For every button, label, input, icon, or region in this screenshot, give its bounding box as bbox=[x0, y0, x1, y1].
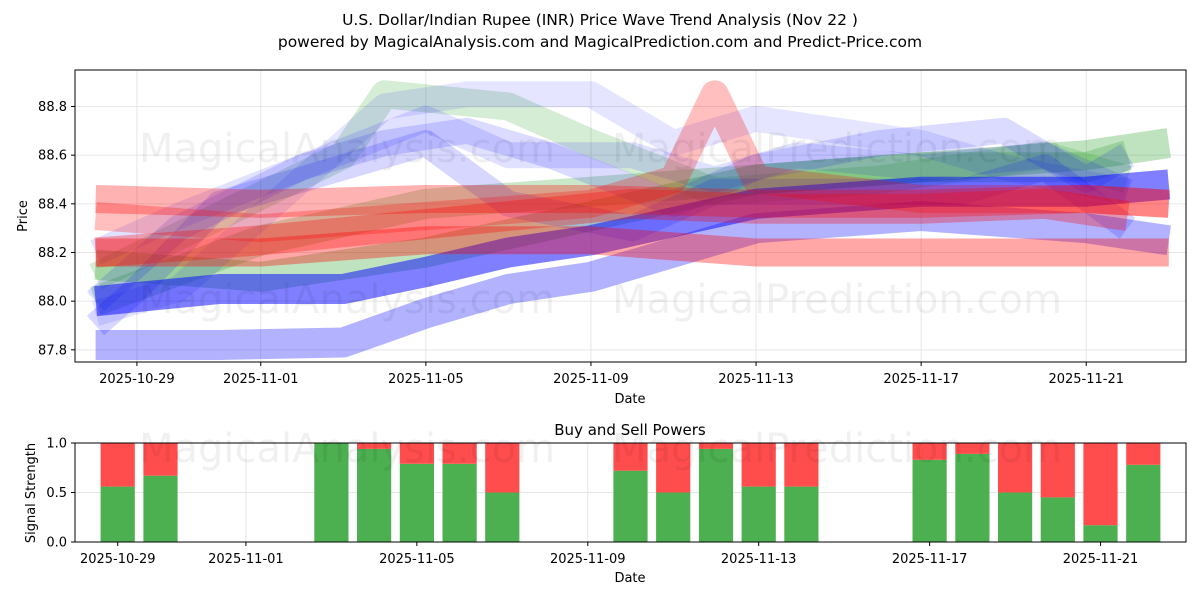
price-xtick-label: 2025-11-01 bbox=[223, 372, 299, 387]
watermark-bottom-right: MagicalPrediction.com bbox=[612, 426, 1062, 472]
buy-bar bbox=[698, 448, 734, 542]
buy-sell-xtick-label: 2025-10-29 bbox=[80, 552, 156, 567]
price-xtick-label: 2025-11-21 bbox=[1048, 372, 1124, 387]
sell-bar bbox=[955, 443, 990, 454]
sell-bar bbox=[1083, 443, 1118, 526]
sell-bar bbox=[613, 443, 648, 471]
blue-band-6 bbox=[94, 169, 1171, 317]
price-xtick-label: 2025-10-29 bbox=[99, 372, 175, 387]
buy-bar bbox=[485, 492, 520, 542]
sell-bar bbox=[998, 443, 1033, 493]
buy-sell-xtick-label: 2025-11-17 bbox=[892, 552, 968, 567]
price-ytick-label: 88.2 bbox=[38, 246, 67, 261]
buy-sell-xtick-label: 2025-11-13 bbox=[721, 552, 797, 567]
sell-bar bbox=[442, 443, 477, 464]
blue-band-2 bbox=[90, 105, 1133, 265]
buy-bar bbox=[357, 448, 392, 542]
blue-band-3 bbox=[86, 117, 1135, 311]
price-x-label: Date bbox=[614, 392, 645, 407]
buy-sell-xtick-label: 2025-11-09 bbox=[550, 552, 626, 567]
sell-bar bbox=[485, 443, 520, 493]
sell-bar bbox=[100, 443, 135, 487]
buy-bar bbox=[784, 486, 819, 542]
buy-bar bbox=[613, 470, 648, 542]
sell-bar bbox=[1126, 443, 1161, 465]
buy-bar bbox=[1040, 497, 1075, 542]
price-axis-ticks: 87.8 88.0 88.2 88.4 88.6 88.8 2025-10-29 2025-1… bbox=[38, 100, 1124, 387]
buy-bar bbox=[741, 486, 776, 542]
buy-bar bbox=[955, 453, 990, 542]
buy-bar bbox=[656, 492, 691, 542]
blue-band-1 bbox=[91, 81, 1131, 326]
price-ytick-label: 87.8 bbox=[38, 343, 67, 358]
sell-bar bbox=[357, 443, 392, 449]
sell-bar bbox=[143, 443, 178, 476]
price-wave-chart: MagicalAnalysis.com MagicalPrediction.co… bbox=[16, 69, 1187, 407]
buy-sell-ytick-label: 0.0 bbox=[46, 536, 67, 551]
sell-bar bbox=[1040, 443, 1075, 498]
price-ytick-label: 88.8 bbox=[38, 100, 67, 115]
buy-sell-y-label: Signal Strength bbox=[24, 443, 39, 543]
price-plot-frame bbox=[74, 69, 1187, 363]
price-ytick-label: 88.6 bbox=[38, 149, 67, 164]
blue-band-5 bbox=[95, 201, 1171, 360]
chart-title: U.S. Dollar/Indian Rupee (INR) Price Wav… bbox=[342, 11, 858, 29]
buy-bar bbox=[1083, 525, 1118, 542]
buy-sell-title: Buy and Sell Powers bbox=[554, 421, 706, 439]
price-xtick-label: 2025-11-05 bbox=[388, 372, 464, 387]
red-band-1 bbox=[94, 80, 1170, 243]
sell-bar bbox=[656, 443, 691, 493]
watermark-bottom-left: MagicalAnalysis.com bbox=[139, 426, 555, 472]
price-xtick-label: 2025-11-13 bbox=[718, 372, 794, 387]
buy-sell-xtick-label: 2025-11-05 bbox=[379, 552, 455, 567]
buy-sell-xtick-label: 2025-11-01 bbox=[208, 552, 284, 567]
buy-sell-bars bbox=[100, 443, 1161, 542]
watermark-mid-right: MagicalPrediction.com bbox=[612, 277, 1062, 323]
buy-sell-x-label: Date bbox=[614, 571, 645, 586]
price-wave-bands bbox=[86, 80, 1171, 360]
green-band-2 bbox=[90, 140, 1132, 316]
green-band-1 bbox=[89, 80, 1132, 290]
price-ytick-label: 88.4 bbox=[38, 197, 67, 212]
red-band-4 bbox=[95, 185, 1170, 218]
sell-bar bbox=[912, 443, 947, 460]
watermark-top-left: MagicalAnalysis.com bbox=[139, 126, 555, 172]
red-band-2 bbox=[95, 226, 1169, 267]
price-y-label: Price bbox=[16, 200, 31, 232]
buy-sell-ytick-label: 1.0 bbox=[46, 437, 67, 452]
sell-bar bbox=[399, 443, 434, 464]
watermark-top-right: MagicalPrediction.com bbox=[612, 126, 1062, 172]
green-band-3 bbox=[94, 128, 1171, 292]
price-xtick-label: 2025-11-09 bbox=[553, 372, 629, 387]
sell-bar bbox=[698, 443, 734, 449]
red-band-3 bbox=[94, 188, 1130, 268]
buy-sell-xtick-label: 2025-11-21 bbox=[1063, 552, 1139, 567]
buy-bar bbox=[100, 486, 135, 542]
buy-bar bbox=[912, 459, 947, 542]
buy-bar bbox=[314, 443, 349, 542]
price-ytick-label: 88.0 bbox=[38, 295, 67, 310]
chart-subtitle: powered by MagicalAnalysis.com and Magic… bbox=[278, 33, 922, 51]
watermark-mid-left: MagicalAnalysis.com bbox=[139, 277, 555, 323]
buy-sell-axis-ticks: 0.0 0.5 1.0 2025-10-29 2025-11-01 2025-11-05 2… bbox=[46, 437, 1138, 568]
buy-sell-chart: Buy and Sell Powers MagicalAnalysis.com … bbox=[24, 421, 1187, 586]
buy-bar bbox=[143, 475, 178, 542]
sell-bar bbox=[741, 443, 776, 487]
price-xtick-label: 2025-11-17 bbox=[883, 372, 959, 387]
buy-bar bbox=[442, 463, 477, 542]
buy-bar bbox=[1126, 464, 1161, 542]
buy-sell-ytick-label: 0.5 bbox=[46, 486, 67, 501]
buy-bar bbox=[998, 492, 1033, 542]
sell-bar bbox=[784, 443, 819, 487]
buy-bar bbox=[399, 463, 434, 542]
